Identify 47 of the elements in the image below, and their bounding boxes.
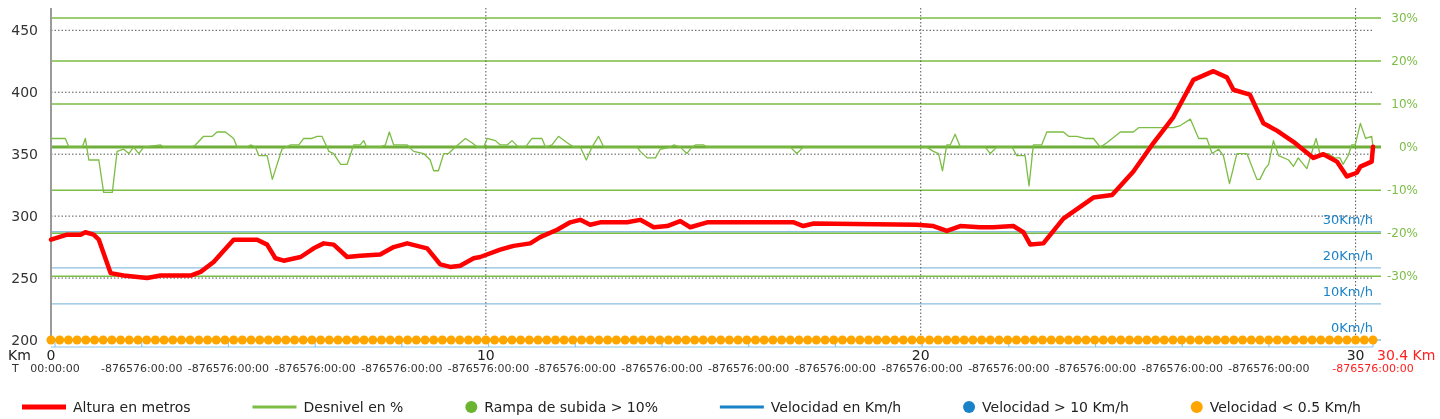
legend-label: Velocidad en Km/h [770, 399, 902, 415]
y-tick-label: 400 [11, 84, 38, 101]
legend-label: Velocidad < 0.5 Km/h [1209, 399, 1362, 415]
text: -876576:00:00 [274, 361, 356, 375]
text: -876576:00:00 [1332, 361, 1414, 375]
text: -876576:00:00 [708, 361, 790, 375]
text: -876576:00:00 [361, 361, 443, 375]
y3-tick-label: 30Km/h [1322, 211, 1373, 227]
text: 30.4 Km [1377, 347, 1436, 363]
y-tick-label: 200 [11, 332, 38, 348]
y-tick-label: 450 [11, 22, 38, 39]
y3-tick-label: 20Km/h [1322, 247, 1373, 263]
y2-tick-label: -30% [1386, 269, 1418, 284]
legend-label: Velocidad > 10 Km/h [982, 399, 1129, 415]
text: -876576:00:00 [621, 361, 703, 375]
text: -876576:00:00 [534, 361, 616, 375]
text: T [11, 361, 19, 375]
x-tick-label: 30 [1346, 347, 1365, 363]
text: -876576:00:00 [101, 361, 183, 375]
line-series [48, 68, 1376, 281]
x-tick-label: 0 [46, 347, 56, 363]
text: -876576:00:00 [1228, 361, 1310, 375]
legend-label: Altura en metros [73, 399, 191, 415]
text: -876576:00:00 [794, 361, 877, 375]
y-tick-label: 250 [11, 270, 38, 287]
text: -876576:00:00 [968, 361, 1050, 375]
text: 00:00:00 [30, 361, 80, 375]
text: -876576:00:00 [447, 361, 530, 375]
y-tick-label: 300 [11, 208, 38, 225]
x-tick-label: 10 [476, 347, 495, 363]
y3-tick-label: 0Km/h [1330, 320, 1373, 335]
y3-tick-label: 10Km/h [1322, 283, 1373, 299]
x-tick-label: 20 [911, 347, 930, 363]
y2-tick-label: 10% [1391, 97, 1418, 112]
y2-tick-label: -20% [1386, 226, 1418, 241]
y2-tick-label: 20% [1391, 53, 1418, 68]
text: -876576:00:00 [187, 361, 270, 375]
y2-tick-label: -10% [1386, 183, 1418, 198]
text: -876576:00:00 [1054, 361, 1137, 375]
y-tick-label: 350 [11, 146, 38, 163]
y2-tick-label: 0% [1398, 140, 1418, 155]
text: -876576:00:00 [1141, 361, 1223, 375]
text: -876576:00:00 [881, 361, 963, 375]
y2-tick-label: 30% [1391, 10, 1418, 25]
legend-label: Desnivel en % [303, 399, 404, 415]
legend-label: Rampa de subida > 10% [484, 399, 658, 415]
x-axis-title: Km [8, 347, 31, 363]
